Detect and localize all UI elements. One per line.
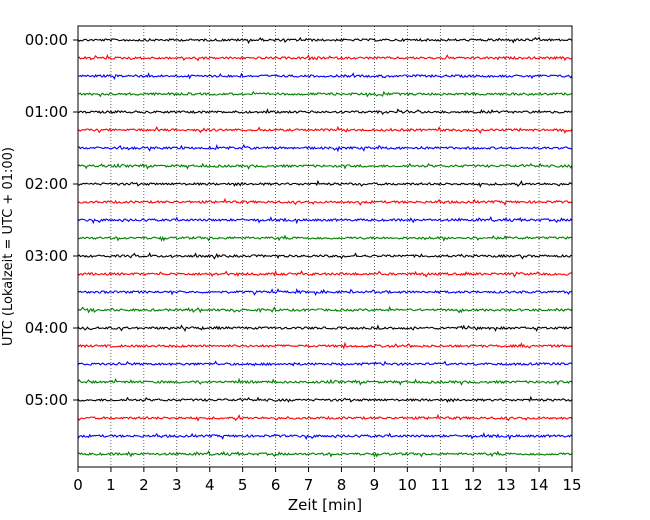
x-tick-label: 11 <box>431 476 450 494</box>
trace-line-6 <box>78 144 573 153</box>
plot-frame <box>77 25 573 468</box>
x-axis-ticks: 0 1 2 3 4 5 6 7 8 9 10 11 12 13 14 15 <box>73 467 582 494</box>
x-tick-label: 12 <box>464 476 483 494</box>
trace-line-13 <box>77 269 573 278</box>
trace-line-14 <box>77 288 573 296</box>
x-tick-label: 5 <box>238 476 248 494</box>
y-axis-ticks: 00:00 01:00 02:00 03:00 04:00 05:00 <box>25 31 78 409</box>
trace-line-23 <box>77 449 573 458</box>
x-tick-label: 13 <box>497 476 516 494</box>
trace-line-8 <box>77 179 573 188</box>
trace-line-19 <box>77 377 573 386</box>
x-tick-label: 3 <box>172 476 182 494</box>
y-axis-label: UTC (Lokalzeit = UTC + 01:00) <box>1 147 16 346</box>
trace-line-16 <box>77 324 573 333</box>
y-tick-label: 02:00 <box>25 175 68 193</box>
x-tick-label: 4 <box>205 476 215 494</box>
y-tick-label: 00:00 <box>25 31 68 49</box>
x-tick-label: 10 <box>398 476 417 494</box>
trace-line-7 <box>77 162 573 170</box>
trace-line-4 <box>77 108 573 116</box>
x-tick-label: 1 <box>106 476 116 494</box>
x-tick-label: 9 <box>370 476 380 494</box>
x-tick-label: 14 <box>530 476 549 494</box>
y-tick-label: 01:00 <box>25 103 68 121</box>
trace-line-9 <box>77 197 573 206</box>
trace-line-18 <box>77 360 573 367</box>
x-tick-label: 8 <box>337 476 347 494</box>
x-tick-label: 0 <box>73 476 83 494</box>
x-tick-label: 7 <box>304 476 314 494</box>
trace-line-22 <box>77 432 573 441</box>
traces <box>77 36 573 458</box>
x-tick-label: 2 <box>139 476 149 494</box>
trace-line-11 <box>77 234 573 242</box>
y-tick-label: 03:00 <box>25 247 68 265</box>
trace-line-20 <box>77 395 573 403</box>
trace-line-2 <box>78 72 573 81</box>
trace-line-15 <box>77 305 573 314</box>
x-axis-label: Zeit [min] <box>288 496 362 514</box>
x-tick-label: 6 <box>271 476 281 494</box>
x-tick-label: 15 <box>562 476 581 494</box>
trace-line-10 <box>77 215 573 225</box>
trace-line-3 <box>77 90 573 98</box>
trace-line-5 <box>77 125 573 134</box>
y-tick-label: 04:00 <box>25 319 68 337</box>
trace-line-17 <box>77 341 573 350</box>
trace-line-1 <box>77 53 573 62</box>
trace-line-12 <box>77 251 573 260</box>
y-tick-label: 05:00 <box>25 391 68 409</box>
trace-line-21 <box>77 413 573 422</box>
trace-line-0 <box>77 36 573 45</box>
